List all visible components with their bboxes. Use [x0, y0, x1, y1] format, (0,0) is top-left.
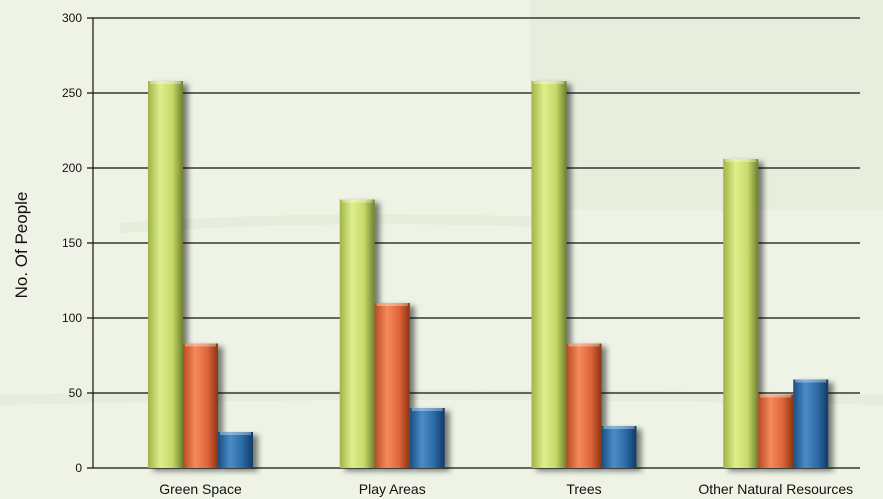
bar-highlight	[795, 379, 827, 383]
y-tick-label: 200	[62, 161, 82, 175]
y-tick-label: 250	[62, 86, 82, 100]
y-tick-label: 100	[62, 311, 82, 325]
y-tick-label: 0	[75, 461, 82, 475]
bar-other-natural-resources-series-1	[723, 159, 759, 468]
bar-trees-series-2	[566, 343, 602, 468]
x-tick-label: Play Areas	[359, 481, 426, 497]
bar-highlight	[376, 303, 408, 306]
x-tick-label: Other Natural Resources	[698, 481, 853, 497]
bar-play-areas-series-3	[409, 408, 445, 468]
bar-trees-series-1	[531, 81, 567, 468]
bar-trees-series-3	[601, 426, 637, 468]
y-tick-label: 300	[62, 11, 82, 25]
y-tick-label: 50	[69, 386, 83, 400]
y-tick-label: 150	[62, 236, 82, 250]
bar-highlight	[760, 394, 792, 398]
bar-green-space-series-1	[148, 81, 183, 468]
bar-highlight	[411, 408, 443, 411]
y-axis: 0 50 100 150 200 250 300	[62, 11, 94, 475]
x-tick-label: Green Space	[159, 481, 242, 497]
bar-highlight	[341, 199, 373, 203]
bar-play-areas-series-2	[374, 303, 410, 468]
x-axis-labels: Green Space Play Areas Trees Other Natural …	[159, 481, 853, 497]
bar-other-natural-resources-series-2	[758, 394, 794, 468]
bar-highlight	[533, 81, 565, 84]
bar-green-space-series-2	[183, 343, 218, 468]
x-tick-label: Trees	[566, 481, 601, 497]
bars	[148, 81, 829, 468]
bar-highlight	[568, 343, 600, 347]
bar-highlight	[150, 81, 181, 84]
bar-highlight	[220, 432, 251, 435]
bar-play-areas-series-1	[339, 199, 375, 468]
y-axis-title: No. Of People	[12, 192, 31, 299]
bar-highlight	[603, 426, 635, 429]
bar-highlight	[185, 343, 216, 347]
bar-green-space-series-3	[218, 432, 253, 468]
bar-highlight	[725, 159, 757, 162]
bar-other-natural-resources-series-3	[793, 379, 829, 468]
